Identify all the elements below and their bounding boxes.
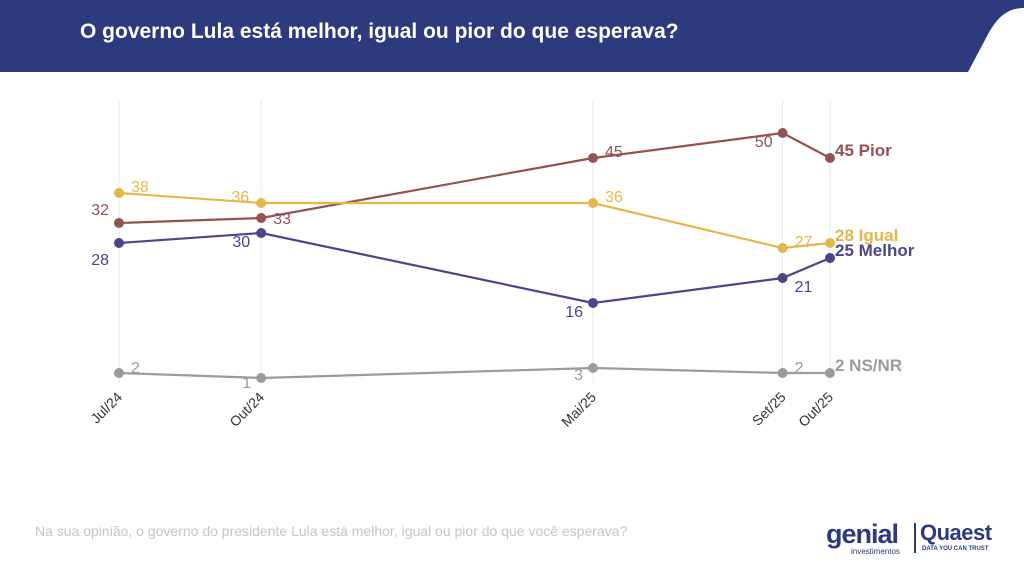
- header-banner: O governo Lula está melhor, igual ou pio…: [0, 0, 1024, 72]
- data-label-ns-nr: 1: [242, 375, 251, 392]
- data-point-pior: [588, 153, 598, 163]
- data-label-ns-nr: 3: [574, 367, 583, 384]
- data-point-ns-nr: [114, 368, 124, 378]
- data-point-melhor: [114, 238, 124, 248]
- data-point-ns-nr: [825, 368, 835, 378]
- x-tick-label: Mai/25: [558, 389, 599, 430]
- data-point-ns-nr: [588, 363, 598, 373]
- genial-logo-subtitle: investimentos: [851, 547, 900, 556]
- data-label-pior: 45: [605, 144, 623, 161]
- end-label-pior: 45 Pior: [835, 141, 892, 160]
- data-label-melhor: 16: [565, 304, 583, 321]
- data-label-ns-nr: 2: [131, 360, 140, 377]
- data-label-igual: 36: [231, 189, 249, 206]
- data-point-ns-nr: [777, 368, 788, 378]
- header-shape: [0, 0, 1024, 72]
- x-tick-label: Out/24: [226, 389, 267, 430]
- data-point-melhor: [256, 228, 267, 238]
- data-point-pior: [777, 128, 788, 138]
- series-line-pior: [118, 131, 831, 225]
- data-label-ns-nr: 2: [795, 360, 804, 377]
- data-label-melhor: 30: [232, 234, 250, 251]
- data-point-ns-nr: [256, 373, 267, 383]
- data-point-igual: [114, 188, 124, 198]
- data-point-pior: [256, 213, 267, 223]
- data-label-igual: 38: [131, 179, 149, 196]
- page-title: O governo Lula está melhor, igual ou pio…: [80, 20, 679, 43]
- x-tick-label: Set/25: [749, 389, 789, 429]
- data-point-igual: [256, 198, 267, 208]
- end-label-ns-nr: 2 NS/NR: [835, 356, 902, 375]
- data-label-melhor: 21: [795, 279, 813, 296]
- data-point-melhor: [825, 253, 835, 263]
- end-label-melhor: 25 Melhor: [835, 241, 915, 260]
- data-label-igual: 27: [795, 234, 813, 251]
- data-label-igual: 36: [605, 189, 623, 206]
- quaest-logo-name: Quaest: [920, 520, 992, 545]
- survey-question-footnote: Na sua opinião, o governo do presidente …: [35, 523, 628, 539]
- data-label-pior: 50: [755, 134, 773, 151]
- header-background: [0, 0, 1024, 72]
- data-point-igual: [777, 243, 788, 253]
- series-line-igual: [118, 191, 831, 250]
- series-line-ns-nr: [118, 366, 830, 380]
- x-tick-label: Jul/24: [87, 389, 125, 427]
- quaest-logo: Quaest DATA YOU CAN TRUST: [920, 520, 1000, 556]
- data-point-pior: [825, 153, 835, 163]
- x-tick-label: Out/25: [795, 389, 836, 430]
- series-line-melhor: [118, 231, 831, 305]
- data-point-melhor: [777, 273, 788, 283]
- data-point-melhor: [588, 298, 598, 308]
- logo-divider: [914, 523, 916, 553]
- data-label-pior: 32: [91, 202, 109, 219]
- end-label-igual: 28 Igual: [835, 226, 898, 245]
- genial-logo-name: genial: [826, 519, 899, 549]
- data-point-pior: [114, 218, 124, 228]
- genial-logo: genial investimentos: [826, 519, 910, 557]
- data-point-igual: [825, 238, 835, 248]
- quaest-logo-tagline: DATA YOU CAN TRUST: [922, 546, 989, 552]
- data-label-melhor: 28: [91, 252, 109, 269]
- data-label-pior: 33: [273, 211, 291, 228]
- data-point-igual: [588, 198, 598, 208]
